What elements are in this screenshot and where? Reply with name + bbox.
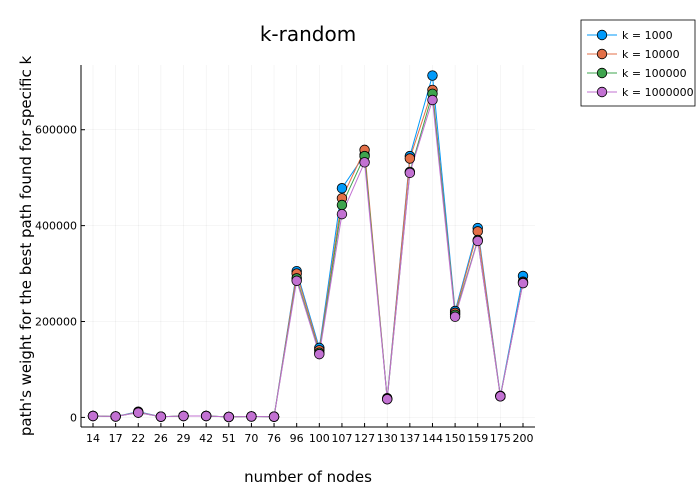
data-point [495, 391, 506, 402]
data-point [359, 157, 370, 168]
x-tick-label: 42 [199, 432, 213, 445]
series-2-markers [87, 84, 529, 423]
series-3-markers [87, 88, 529, 423]
legend-marker [596, 48, 608, 60]
legend-marker [596, 86, 608, 98]
x-tick-label: 96 [290, 432, 304, 445]
x-tick-label: 200 [513, 432, 534, 445]
data-point [314, 348, 325, 360]
series-4 [92, 99, 524, 418]
x-tick-label: 17 [109, 432, 123, 445]
x-tick-label: 70 [244, 432, 258, 445]
x-tick-label: 76 [267, 432, 281, 445]
series-1-markers [87, 70, 529, 423]
legend-marker [596, 29, 608, 41]
data-point [427, 94, 438, 106]
data-point [246, 411, 257, 422]
data-point [404, 153, 416, 164]
data-point [472, 226, 483, 237]
x-tick-label: 22 [131, 432, 145, 445]
legend-item: k = 1000000 [587, 86, 694, 99]
x-tick-label: 51 [222, 432, 236, 445]
legend-label: k = 10000 [622, 48, 680, 61]
x-tick-label: 137 [399, 432, 420, 445]
data-point [268, 411, 280, 422]
x-axis-label: number of nodes [244, 468, 372, 486]
data-point [110, 411, 121, 422]
legend-label: k = 100000 [622, 67, 687, 80]
x-tick-label: 150 [445, 432, 466, 445]
x-tick-label: 26 [154, 432, 168, 445]
x-tick-label: 159 [467, 432, 488, 445]
y-axis-label: path's weight for the best path found fo… [17, 56, 35, 437]
x-tick-label: 100 [309, 432, 330, 445]
data-point [87, 410, 99, 422]
data-point [472, 235, 483, 247]
series-3 [92, 93, 524, 418]
series-line [92, 75, 524, 418]
data-point [382, 393, 393, 405]
grid [81, 65, 535, 427]
data-point [517, 277, 529, 289]
legend: k = 1000 k = 10000 k = 100000 k = 1000000 [580, 19, 696, 107]
y-tick-label: 400000 [35, 220, 77, 233]
x-tick-label: 14 [86, 432, 100, 445]
data-point [336, 208, 348, 220]
x-tick-label: 144 [422, 432, 443, 445]
x-tick-label: 29 [177, 432, 191, 445]
legend-item: k = 1000 [587, 29, 673, 42]
data-point [404, 167, 416, 179]
x-tick-label: 127 [354, 432, 375, 445]
y-tick-label: 200000 [35, 316, 77, 329]
data-point [336, 199, 348, 211]
x-tick-label: 130 [377, 432, 398, 445]
y-tick-label: 0 [70, 411, 77, 424]
data-point [200, 410, 212, 422]
series-line [92, 99, 524, 418]
legend-item: k = 100000 [587, 67, 687, 80]
data-point [449, 311, 461, 322]
series-line [92, 93, 524, 418]
series-2 [92, 89, 524, 418]
data-point [133, 407, 144, 418]
series-line [92, 89, 524, 418]
data-point [291, 275, 302, 286]
y-tick-label: 600000 [35, 124, 77, 137]
axes: 14 17 22 26 29 42 51 70 76 96 100 107 127 130 137 144 15… [35, 65, 535, 445]
data-point [336, 183, 348, 194]
chart-title: k-random [260, 22, 356, 46]
x-tick-label: 107 [331, 432, 352, 445]
data-point [155, 411, 167, 422]
series-4-markers [87, 94, 529, 423]
data-point [223, 411, 234, 423]
x-tick-label: 175 [490, 432, 511, 445]
series-1 [92, 75, 524, 418]
legend-marker [596, 67, 608, 79]
plot-area [87, 70, 529, 423]
data-point [427, 70, 438, 81]
legend-label: k = 1000 [622, 29, 673, 42]
legend-label: k = 1000000 [622, 86, 694, 99]
legend-item: k = 10000 [587, 48, 680, 61]
data-point [178, 410, 189, 422]
